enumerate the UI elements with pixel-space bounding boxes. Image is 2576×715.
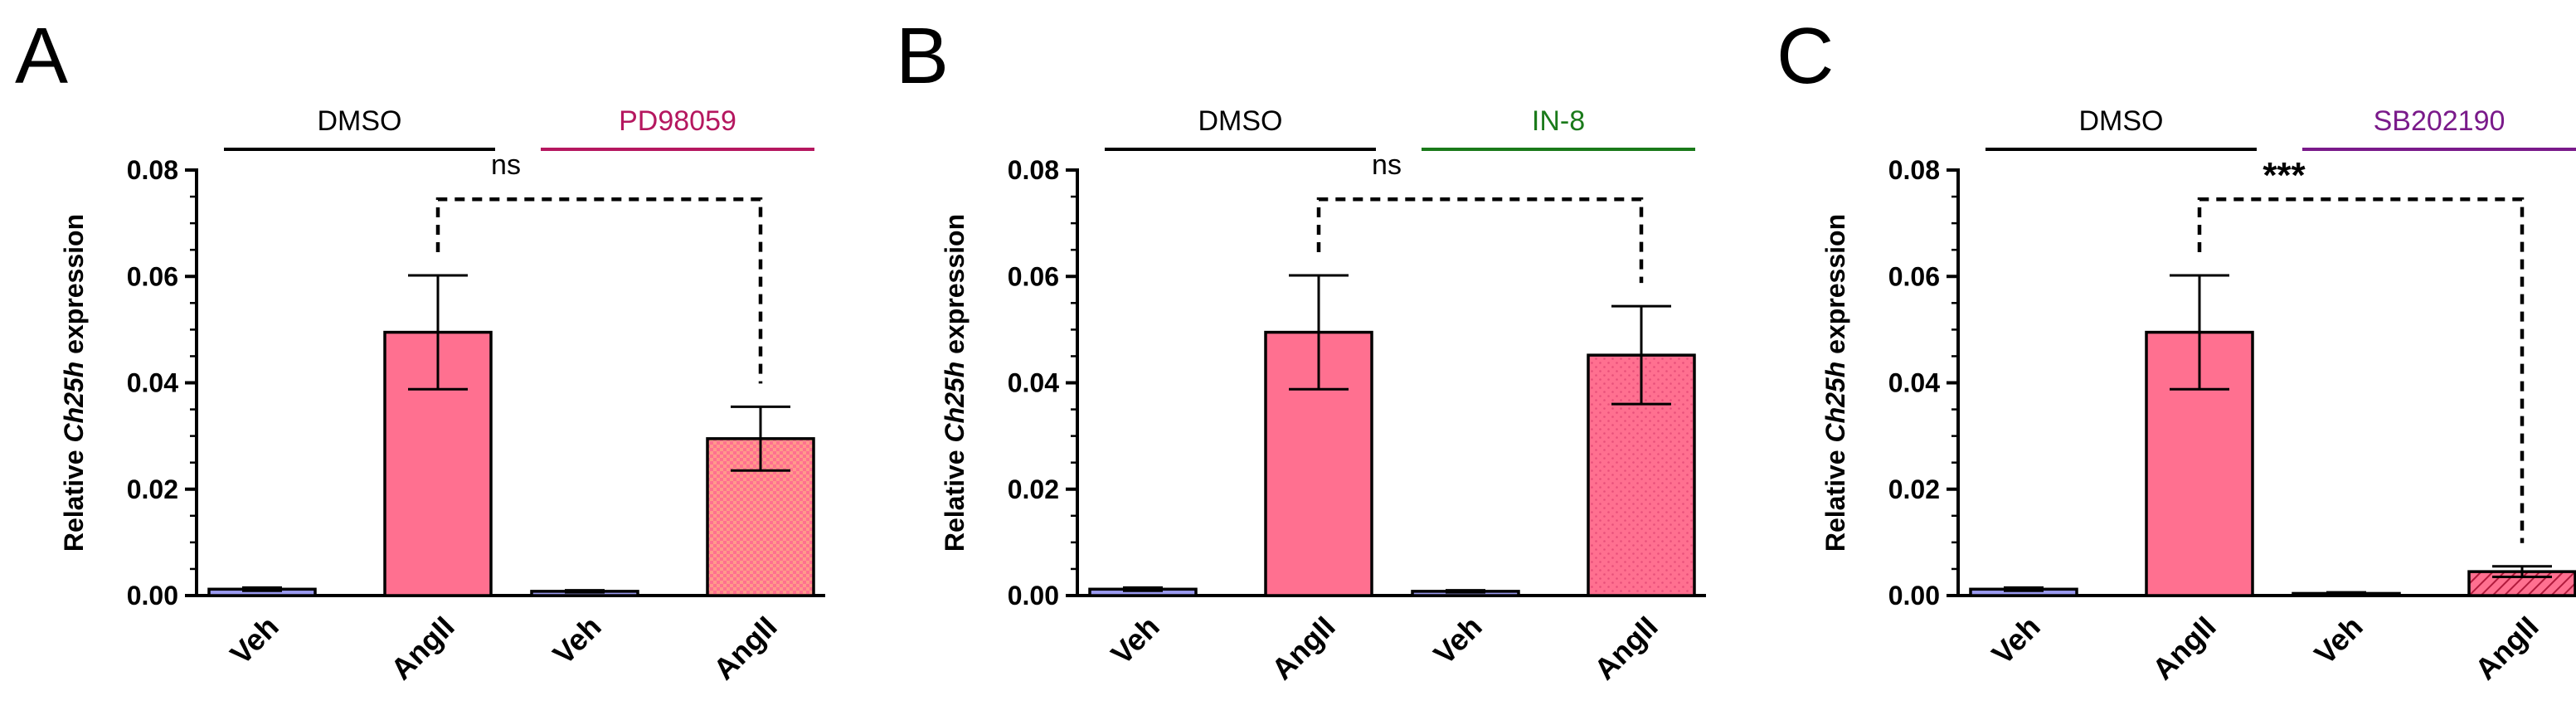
panel-letter: C	[1776, 12, 1834, 100]
y-axis-label-prefix: Relative	[1820, 443, 1850, 552]
group-label: PD98059	[619, 105, 736, 137]
panel-letter: B	[896, 12, 949, 100]
y-tick-label: 0.08	[1888, 155, 1940, 185]
y-tick-label: 0.00	[1008, 581, 1059, 610]
y-axis-label-suffix: expression	[940, 214, 970, 362]
significance-bracket	[435, 197, 763, 384]
x-category-label: Veh	[2307, 610, 2369, 671]
y-axis-label: Relative Ch25h expression	[59, 214, 89, 552]
y-tick-label: 0.04	[127, 368, 178, 398]
x-category-label: Veh	[223, 610, 284, 671]
y-tick-label: 0.06	[127, 261, 178, 291]
group-label: DMSO	[1198, 105, 1283, 137]
y-tick-label: 0.02	[1008, 474, 1059, 504]
y-axis-label-gene: Ch25h	[1820, 362, 1850, 443]
panel-letter: A	[15, 12, 68, 100]
x-category-label: AngII	[707, 610, 784, 687]
y-axis-label-gene: Ch25h	[59, 362, 89, 443]
y-axis-label: Relative Ch25h expression	[1820, 214, 1850, 552]
y-axis-label-suffix: expression	[59, 214, 89, 362]
significance-bracket	[1316, 197, 1644, 284]
significance-bracket	[2197, 197, 2525, 543]
y-axis-label-suffix: expression	[1820, 214, 1850, 362]
y-tick-label: 0.04	[1888, 368, 1940, 398]
x-category-label: Veh	[1427, 610, 1488, 671]
x-category-label: AngII	[1587, 610, 1665, 687]
y-tick-label: 0.02	[1888, 474, 1940, 504]
y-tick-label: 0.08	[127, 155, 178, 185]
y-tick-label: 0.00	[1888, 581, 1940, 610]
y-tick-label: 0.06	[1008, 261, 1059, 291]
y-tick-label: 0.00	[127, 581, 178, 610]
group-label: DMSO	[318, 105, 402, 137]
x-category-label: AngII	[1265, 610, 1342, 687]
x-category-label: AngII	[2468, 610, 2545, 687]
group-label: DMSO	[2079, 105, 2164, 137]
y-axis-label: Relative Ch25h expression	[940, 214, 970, 552]
significance-label: ns	[1372, 149, 1402, 181]
y-tick-label: 0.08	[1008, 155, 1059, 185]
x-category-label: Veh	[1985, 610, 2046, 671]
panel-a: A Relative Ch25h expression 0.00 0.02 0.04 0.…	[15, 12, 825, 686]
group-label: IN-8	[1532, 105, 1585, 137]
panel-b: B Relative Ch25h expression 0.00 0.02 0.04 0.…	[896, 12, 1706, 686]
x-category-label: AngII	[384, 610, 461, 687]
bar-angii-1	[1264, 330, 1373, 597]
y-axis-label-prefix: Relative	[940, 443, 970, 552]
y-tick-label: 0.06	[1888, 261, 1940, 291]
significance-label: ***	[2263, 155, 2306, 196]
group-label: SB202190	[2374, 105, 2506, 137]
x-category-label: AngII	[2146, 610, 2223, 687]
panel-c: C Relative Ch25h expression 0.00 0.02 0.04 0.…	[1776, 12, 2576, 686]
y-tick-label: 0.02	[127, 474, 178, 504]
significance-label: ns	[491, 149, 521, 181]
x-category-label: Veh	[546, 610, 607, 671]
x-category-label: Veh	[1104, 610, 1165, 671]
y-tick-label: 0.04	[1008, 368, 1059, 398]
y-axis-label-prefix: Relative	[59, 443, 89, 552]
y-axis-label-gene: Ch25h	[940, 362, 970, 443]
